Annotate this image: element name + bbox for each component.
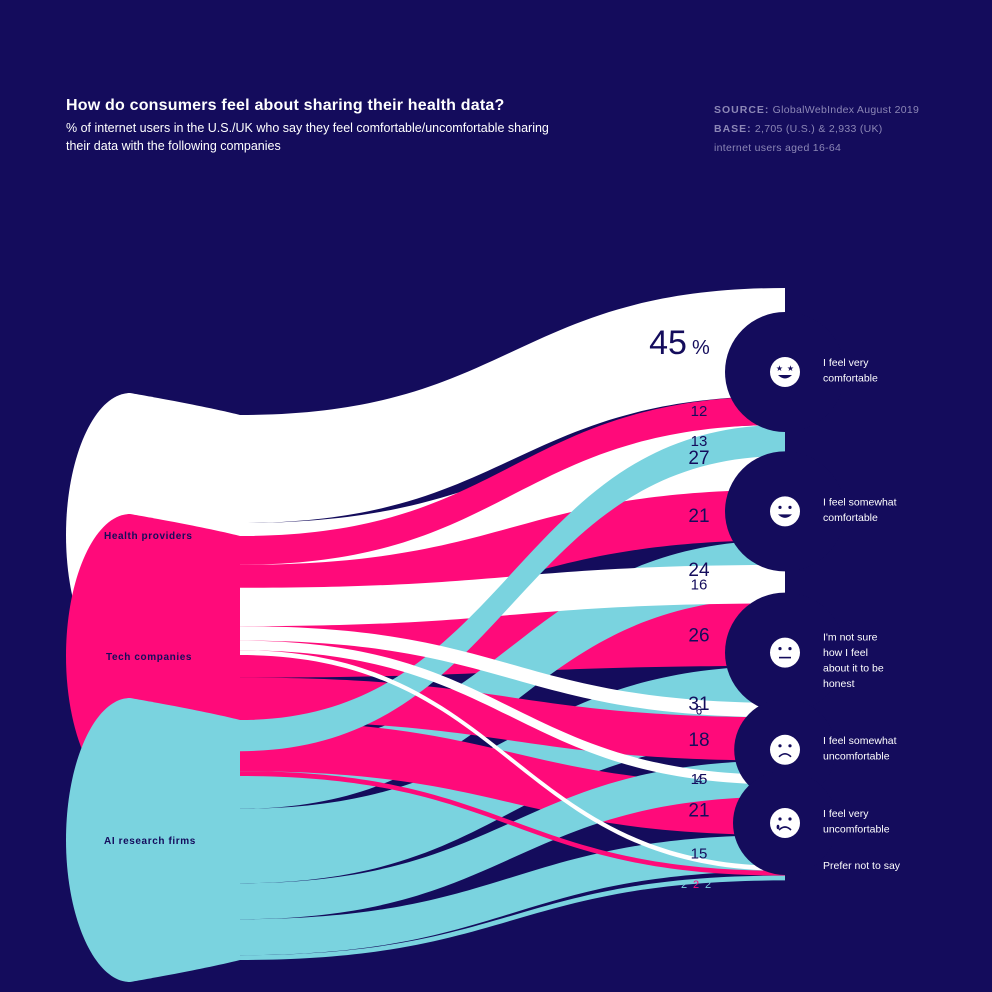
target-label-not_sure: I'm not sure how I feel about it to be hone…: [823, 632, 884, 691]
base-label: BASE:: [714, 123, 752, 135]
flow-health-very_uncomfortable: [240, 640, 785, 785]
flow-ribbons: [240, 288, 785, 960]
flow-health-very_comfortable: [240, 288, 785, 523]
flow-ai-prefer_not: [240, 875, 785, 960]
star-eyes-face-icon: ★ ★: [770, 357, 800, 387]
value-label-health-very_comfortable: 45: [649, 324, 687, 362]
value-label-tech-somewhat_comfortable: 21: [688, 506, 709, 527]
chart-title: How do consumers feel about sharing thei…: [66, 97, 505, 114]
value-label-ai-prefer_not: 2: [705, 879, 711, 891]
target-label-somewhat_comfortable: I feel somewhat comfortable: [823, 496, 897, 524]
flow-tech-somewhat_comfortable: [240, 489, 785, 616]
base-value: 2,705 (U.S.) & 2,933 (UK): [754, 123, 883, 135]
value-label-health-somewhat_comfortable: 27: [688, 448, 709, 469]
target-label-prefer_not: Prefer not to say: [823, 860, 901, 872]
flow-health-prefer_not: [240, 650, 785, 871]
value-label-ai-somewhat_comfortable: 24: [688, 560, 710, 581]
value-label-ai-very_comfortable: 13: [691, 433, 708, 450]
value-label-ai-very_uncomfortable: 15: [691, 845, 708, 862]
flow-health-somewhat_uncomfortable: [240, 626, 785, 718]
target-label-very_comfortable: I feel very comfortable: [823, 357, 878, 385]
flow-tech-prefer_not: [240, 771, 785, 876]
flow-ai-very_comfortable: [240, 424, 785, 752]
flow-tech-very_comfortable: [240, 396, 785, 565]
source-label-ai: AI research firms: [104, 836, 196, 847]
value-label-health-very_uncomfortable: 4: [696, 775, 703, 787]
value-label-health-not_sure: 16: [691, 577, 708, 594]
frowning-face-icon: [770, 734, 800, 765]
base-note: internet users aged 16-64: [714, 142, 842, 154]
svg-text:★: ★: [787, 364, 794, 373]
crying-face-icon: [770, 808, 800, 838]
value-label-tech-somewhat_uncomfortable: 18: [688, 730, 709, 751]
value-label-ai-not_sure: 31: [688, 694, 709, 715]
smiling-face-icon: [770, 496, 800, 527]
value-label-health-prefer_not: 2: [681, 879, 687, 891]
value-label-tech-very_comfortable: 12: [691, 403, 708, 420]
percent-sign: %: [692, 337, 710, 359]
source-blobs: [66, 393, 240, 982]
source-label-health: Health providers: [104, 531, 193, 542]
source-block: SOURCE: GlobalWebIndex August 2019 BASE:…: [714, 101, 919, 158]
source-value: GlobalWebIndex August 2019: [772, 104, 920, 116]
chart-subtitle: % of internet users in the U.S./UK who s…: [66, 121, 549, 153]
source-label-tech: Tech companies: [106, 652, 192, 663]
value-label-health-somewhat_uncomfortable: 6: [696, 705, 702, 717]
source-blob-ai: [66, 698, 240, 982]
flow-ai-somewhat_uncomfortable: [240, 760, 785, 920]
target-label-somewhat_uncomfortable: I feel somewhat uncomfortable: [823, 735, 897, 763]
source-label: SOURCE:: [714, 104, 770, 116]
target-label-very_uncomfortable: I feel very uncomfortable: [823, 808, 890, 836]
value-label-tech-very_uncomfortable: 21: [688, 801, 709, 822]
value-label-tech-prefer_not: 2: [693, 879, 699, 891]
svg-text:★: ★: [776, 364, 783, 373]
value-label-tech-not_sure: 26: [688, 625, 709, 646]
neutral-face-icon: [770, 637, 800, 668]
value-label-ai-somewhat_uncomfortable: 15: [691, 771, 708, 788]
